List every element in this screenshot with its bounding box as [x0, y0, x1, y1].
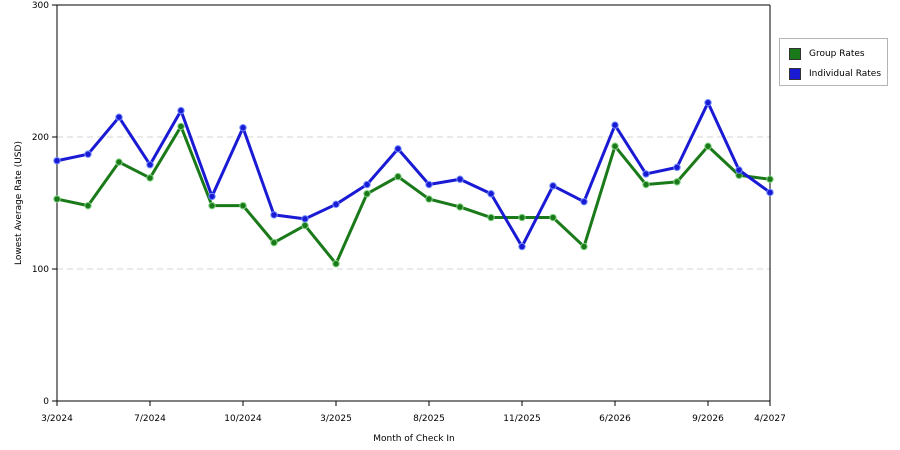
data-point-group-rates	[518, 213, 526, 222]
data-point-individual-rates	[239, 124, 247, 132]
data-point-individual-rates	[549, 182, 557, 190]
data-point-individual-rates	[208, 192, 216, 201]
data-point-group-rates	[456, 203, 464, 211]
series-line-group-rates	[56, 124, 771, 266]
data-point-individual-rates	[518, 242, 526, 251]
data-point-individual-rates	[611, 121, 619, 129]
x-axis-title: Month of Check In	[373, 434, 455, 444]
legend-item-group-rates: Group Rates	[789, 47, 865, 61]
data-point-individual-rates	[456, 175, 464, 183]
legend-swatch-group-rates	[789, 48, 801, 60]
data-point-group-rates	[177, 122, 185, 131]
data-point-group-rates	[704, 142, 712, 150]
data-point-individual-rates	[332, 200, 340, 209]
data-point-individual-rates	[363, 180, 371, 189]
data-point-group-rates	[425, 195, 433, 203]
x-tick-label: 11/2025	[503, 414, 540, 424]
data-point-individual-rates	[487, 190, 495, 198]
x-tick-label: 7/2024	[134, 414, 166, 424]
data-point-group-rates	[146, 174, 154, 182]
y-tick-label: 200	[32, 133, 49, 143]
legend-label-individual-rates: Individual Rates	[809, 69, 882, 79]
data-point-individual-rates	[115, 113, 123, 121]
legend-label-group-rates: Group Rates	[809, 49, 865, 59]
x-tick-label: 3/2024	[41, 414, 73, 424]
data-point-group-rates	[580, 242, 588, 251]
y-axis-title: Lowest Average Rate (USD)	[14, 141, 24, 265]
data-point-individual-rates	[642, 170, 650, 178]
data-point-individual-rates	[146, 161, 154, 169]
x-tick-label: 3/2025	[320, 414, 352, 424]
data-point-individual-rates	[394, 145, 402, 153]
data-point-individual-rates	[177, 106, 185, 115]
data-point-group-rates	[394, 172, 402, 181]
chart-legend: Group Rates Individual Rates	[779, 38, 888, 86]
data-point-group-rates	[208, 201, 216, 210]
data-point-group-rates	[611, 142, 619, 150]
grid-lines	[57, 136, 770, 270]
data-point-individual-rates	[704, 98, 712, 107]
data-point-individual-rates	[673, 163, 681, 172]
y-ticks: 0 100 200 300	[32, 1, 57, 407]
x-tick-label: 9/2026	[692, 414, 724, 424]
data-point-group-rates	[549, 213, 557, 222]
data-point-individual-rates	[84, 150, 92, 158]
data-point-individual-rates	[53, 157, 61, 165]
x-tick-label: 4/2027	[754, 414, 786, 424]
data-point-group-rates	[301, 221, 309, 230]
data-point-group-rates	[270, 238, 278, 247]
data-point-group-rates	[115, 158, 123, 166]
x-tick-label: 10/2024	[224, 414, 262, 424]
x-tick-label: 6/2026	[599, 414, 631, 424]
data-point-individual-rates	[425, 180, 433, 189]
y-tick-label: 100	[32, 265, 49, 275]
series-group-rates	[53, 122, 774, 268]
data-point-group-rates	[673, 178, 681, 186]
y-tick-label: 300	[32, 1, 49, 11]
legend-item-individual-rates: Individual Rates	[789, 67, 881, 81]
data-point-group-rates	[84, 201, 92, 210]
data-point-group-rates	[642, 180, 650, 189]
x-tick-label: 8/2025	[413, 414, 445, 424]
y-tick-label: 0	[43, 397, 49, 407]
data-point-individual-rates	[270, 211, 278, 219]
legend-swatch-individual-rates	[789, 68, 801, 80]
data-point-individual-rates	[735, 166, 743, 174]
data-point-individual-rates	[766, 188, 774, 197]
data-point-group-rates	[766, 175, 774, 183]
series-individual-rates	[53, 98, 774, 251]
data-point-group-rates	[239, 201, 247, 210]
data-point-group-rates	[487, 213, 495, 222]
data-point-group-rates	[53, 195, 61, 203]
data-point-group-rates	[332, 260, 340, 268]
series-line-individual-rates	[56, 101, 771, 249]
x-ticks: 3/2024 7/2024 10/2024 3/2025 8/2025 11/2025 6/…	[41, 401, 786, 424]
axes	[56, 4, 771, 402]
data-point-individual-rates	[301, 215, 309, 223]
data-point-group-rates	[363, 190, 371, 198]
data-point-individual-rates	[580, 197, 588, 206]
series	[53, 98, 774, 268]
